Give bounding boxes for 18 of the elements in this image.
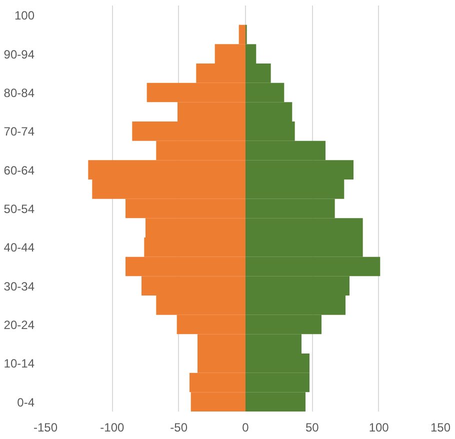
x-tick-label: 0 [242, 420, 250, 434]
y-tick-label: 50-54 [4, 202, 35, 216]
y-tick-label: 20-24 [4, 318, 35, 332]
y-tick-label: 40-44 [4, 240, 35, 255]
x-tick-label: -50 [170, 420, 188, 434]
y-tick-label: 70-74 [4, 124, 35, 139]
x-tick-label: 50 [305, 420, 320, 434]
y-tick-label: 80-84 [4, 86, 35, 100]
y-tick-label: 60-64 [4, 163, 35, 178]
y-tick-label: 90-94 [4, 47, 35, 62]
x-tick-label: -150 [33, 420, 58, 434]
x-tick-label: 150 [430, 420, 451, 434]
y-tick-label: 10-14 [4, 356, 35, 371]
y-tick-label: 0-4 [17, 395, 35, 410]
x-tick-label: 100 [368, 420, 390, 434]
y-tick-label: 30-34 [4, 279, 35, 294]
y-tick-label: 100 [14, 8, 35, 23]
x-tick-label: -100 [100, 420, 124, 434]
